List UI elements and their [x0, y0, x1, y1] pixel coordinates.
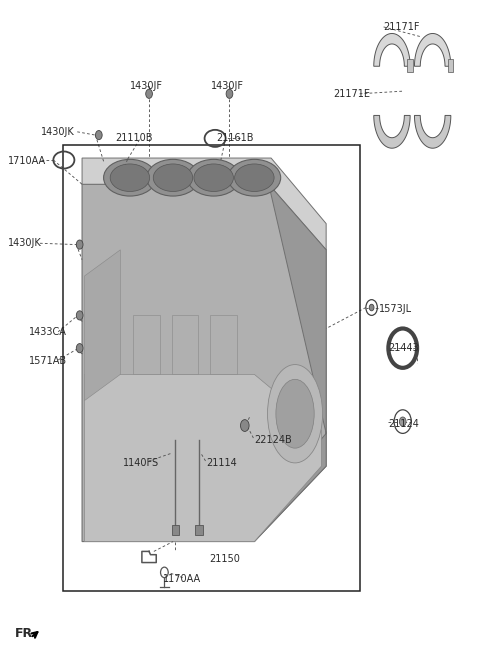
Text: 1433CA: 1433CA	[29, 327, 67, 337]
Circle shape	[240, 420, 249, 432]
Bar	[448, 59, 454, 72]
Ellipse shape	[194, 164, 233, 191]
Circle shape	[226, 89, 233, 99]
Polygon shape	[414, 34, 451, 66]
Bar	[195, 525, 203, 535]
Text: 1170AA: 1170AA	[163, 574, 202, 584]
Text: 1140FS: 1140FS	[123, 458, 159, 468]
Text: 21124: 21124	[388, 419, 419, 428]
Circle shape	[76, 240, 83, 249]
Text: 1571AB: 1571AB	[29, 356, 68, 367]
Ellipse shape	[187, 160, 240, 196]
Circle shape	[146, 89, 153, 99]
Circle shape	[76, 311, 83, 320]
Polygon shape	[254, 184, 326, 541]
Bar	[63, 145, 360, 591]
Bar	[407, 59, 413, 72]
Polygon shape	[374, 34, 410, 66]
Circle shape	[399, 417, 406, 426]
Text: 1430JK: 1430JK	[41, 127, 75, 137]
Text: 21171F: 21171F	[384, 22, 420, 32]
Polygon shape	[82, 158, 326, 250]
Text: FR.: FR.	[15, 627, 38, 640]
Bar	[210, 315, 237, 374]
Circle shape	[76, 344, 83, 353]
Ellipse shape	[147, 160, 199, 196]
Bar	[171, 315, 198, 374]
Text: 1430JF: 1430JF	[130, 81, 163, 91]
Text: 1430JF: 1430JF	[211, 81, 244, 91]
Ellipse shape	[104, 160, 156, 196]
Polygon shape	[414, 116, 451, 148]
Text: 1710AA: 1710AA	[8, 156, 46, 166]
Text: 1573JL: 1573JL	[379, 304, 412, 314]
Ellipse shape	[267, 365, 323, 463]
Ellipse shape	[110, 164, 150, 191]
Polygon shape	[374, 116, 410, 148]
Text: 21150: 21150	[209, 555, 240, 564]
Text: 22124B: 22124B	[254, 435, 292, 445]
Ellipse shape	[235, 164, 274, 191]
Text: 21443: 21443	[388, 343, 419, 353]
Bar	[133, 315, 160, 374]
Polygon shape	[82, 184, 326, 541]
Text: 21110B: 21110B	[116, 133, 153, 143]
Ellipse shape	[228, 160, 281, 196]
Ellipse shape	[153, 164, 193, 191]
Bar	[171, 525, 179, 535]
Text: 21171E: 21171E	[333, 89, 371, 99]
Polygon shape	[84, 250, 120, 401]
Text: 21114: 21114	[206, 458, 237, 468]
Circle shape	[369, 304, 374, 311]
Circle shape	[96, 131, 102, 140]
Text: 21161B: 21161B	[216, 133, 253, 143]
Ellipse shape	[276, 379, 314, 448]
Text: 1430JK: 1430JK	[8, 238, 42, 248]
Polygon shape	[84, 374, 322, 541]
